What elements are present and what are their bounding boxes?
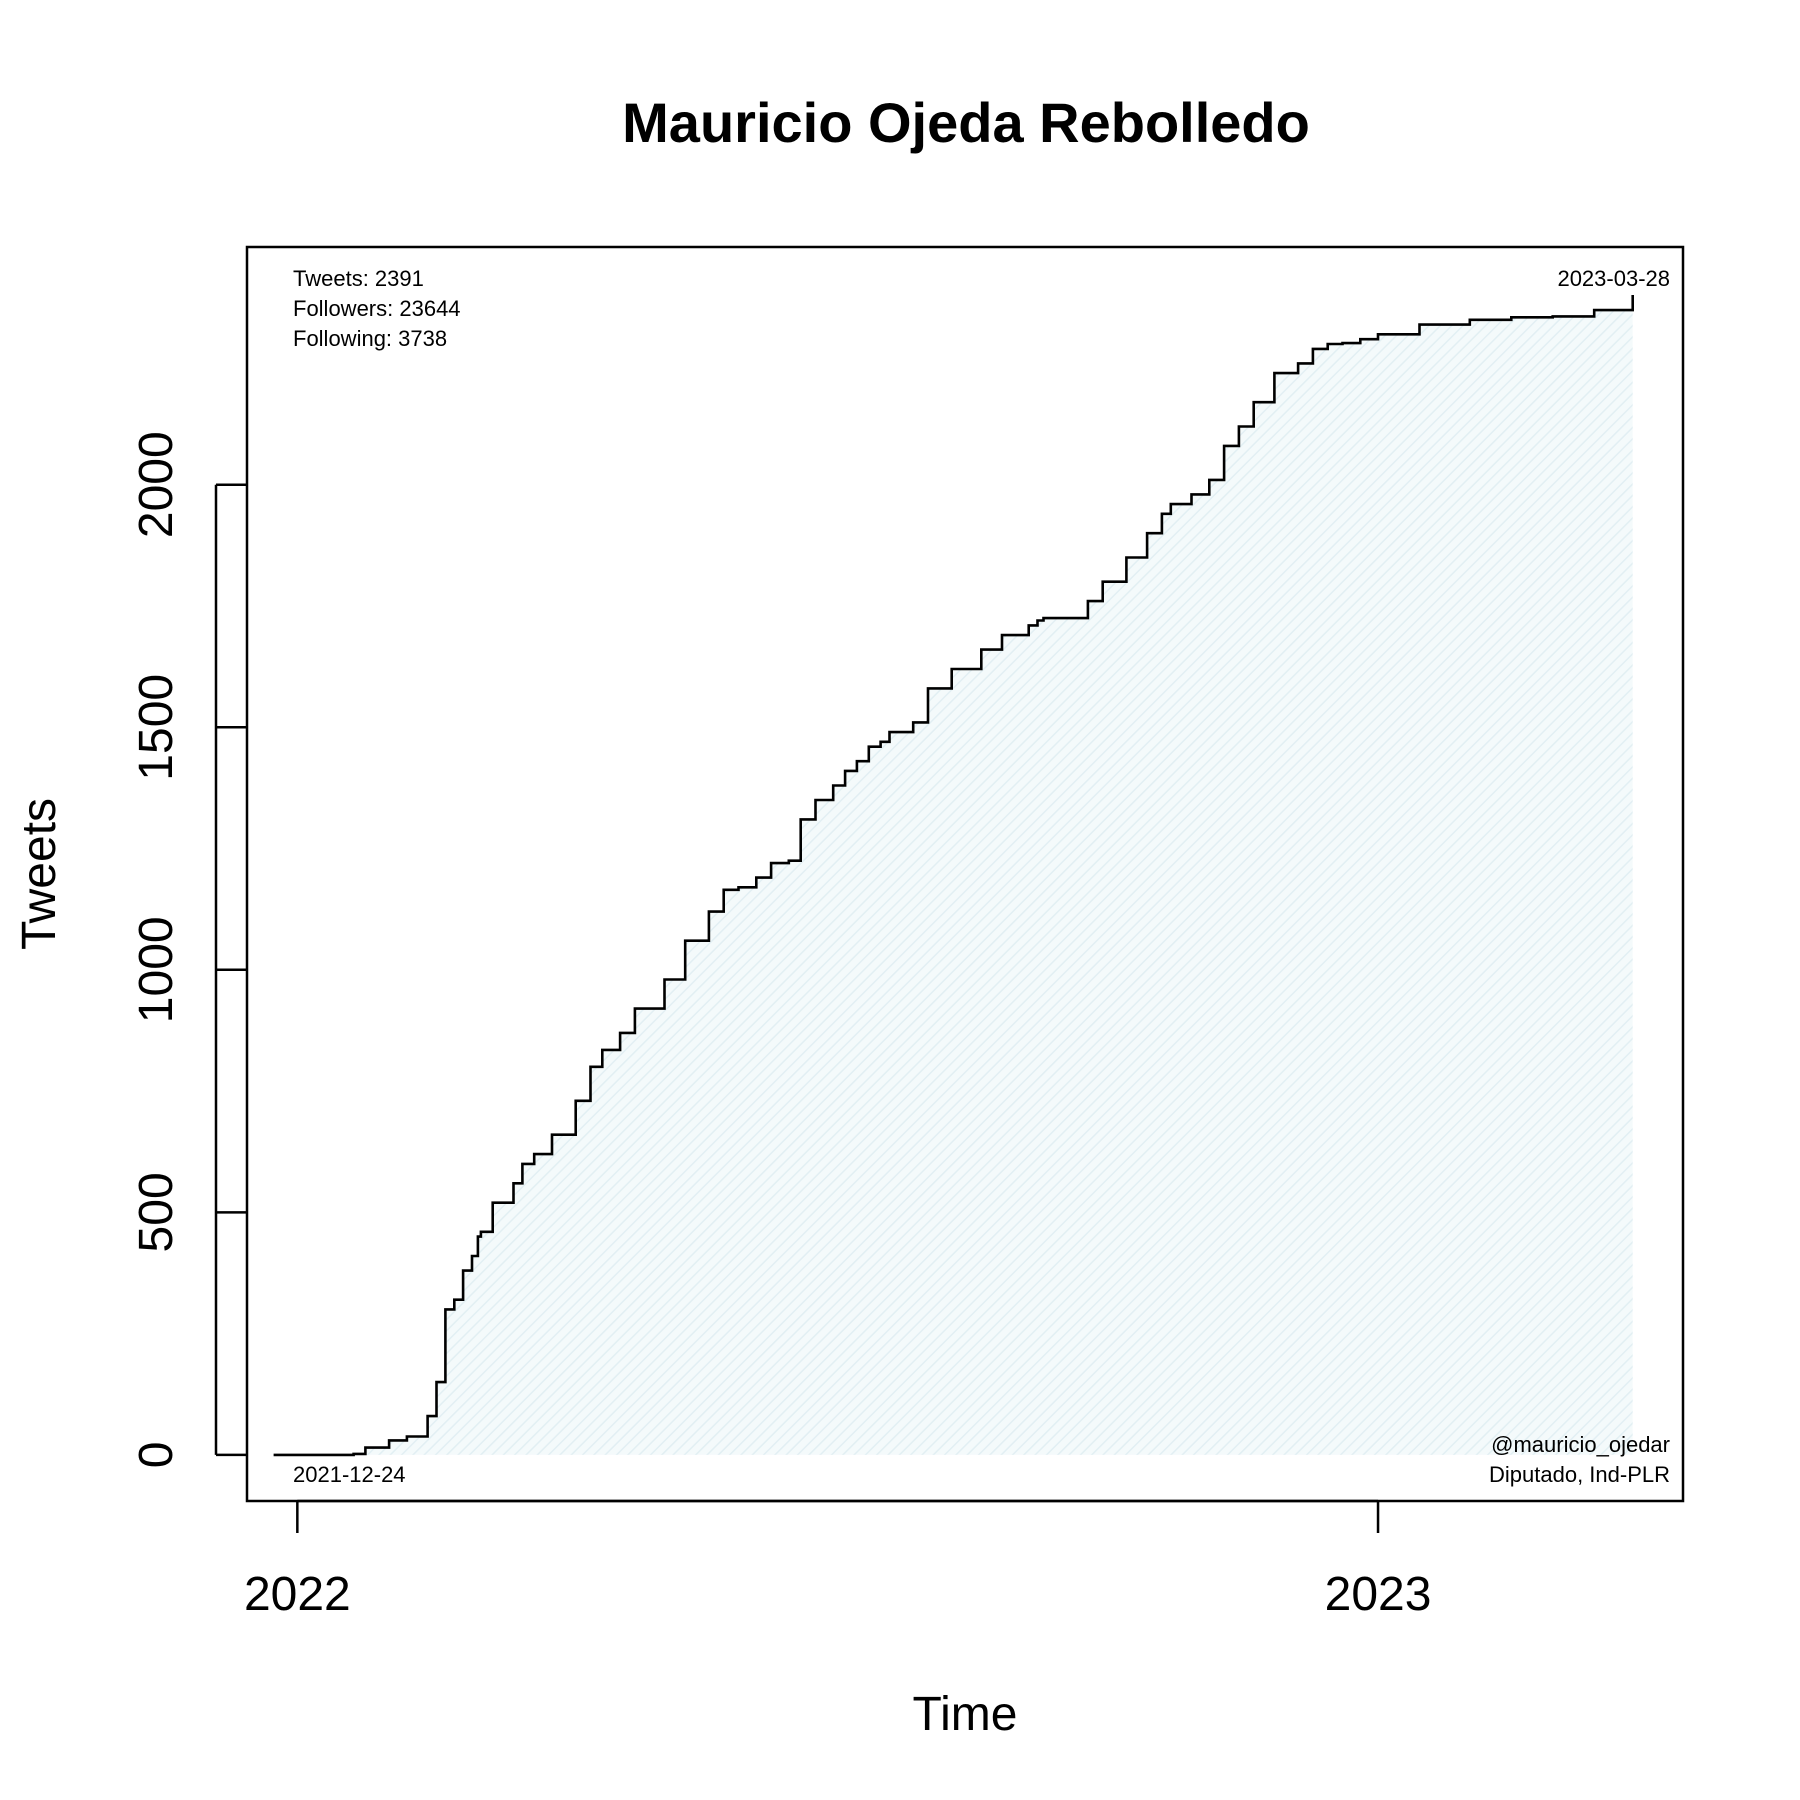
followers-count-label: Followers: 23644 xyxy=(293,296,461,321)
y-tick-label: 2000 xyxy=(130,431,183,538)
tweets-count-label: Tweets: 2391 xyxy=(293,266,424,291)
x-tick-label: 2023 xyxy=(1325,1568,1432,1621)
y-tick-label: 500 xyxy=(130,1172,183,1252)
x-axis-title: Time xyxy=(913,1688,1018,1741)
series-line xyxy=(273,295,1634,1457)
y-axis-title: Tweets xyxy=(13,798,66,950)
plot-area xyxy=(273,295,1634,1457)
x-tick-label: 2022 xyxy=(244,1568,351,1621)
area-fill xyxy=(273,295,1633,1455)
y-axis: 0 500 1000 1500 2000 xyxy=(130,431,247,1468)
y-tick-label: 0 xyxy=(130,1442,183,1469)
y-tick-label: 1000 xyxy=(130,916,183,1023)
y-tick-label: 1500 xyxy=(130,674,183,781)
handle-label: @mauricio_ojedar xyxy=(1491,1432,1670,1457)
role-label: Diputado, Ind-PLR xyxy=(1489,1462,1670,1487)
chart-title: Mauricio Ojeda Rebolledo xyxy=(622,91,1310,154)
x-axis: 2022 2023 xyxy=(244,1499,1432,1621)
following-count-label: Following: 3738 xyxy=(293,326,447,351)
start-date-label: 2021-12-24 xyxy=(293,1462,406,1487)
end-date-label: 2023-03-28 xyxy=(1557,266,1670,291)
